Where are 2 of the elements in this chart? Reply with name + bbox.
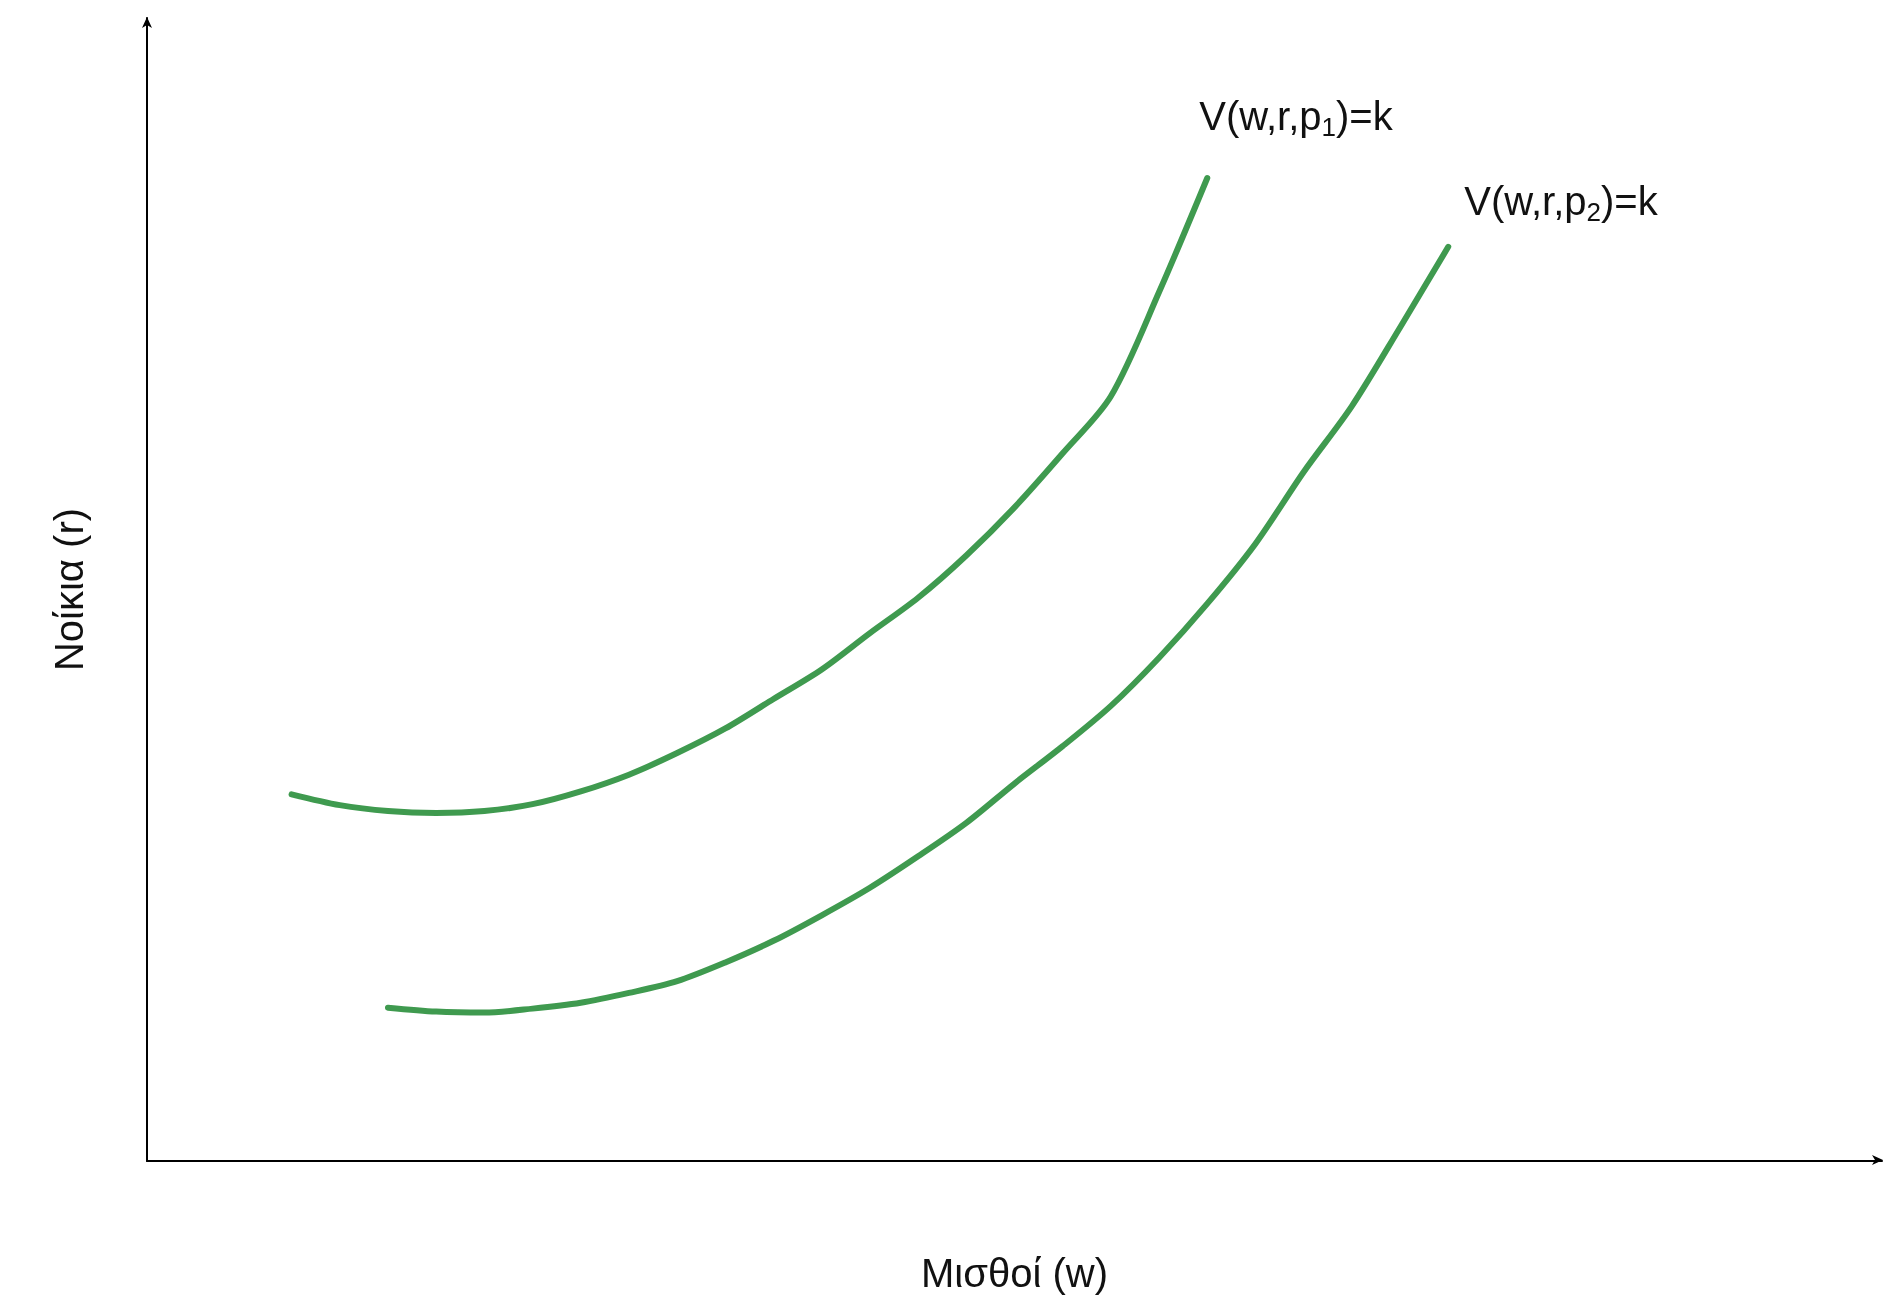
- y-axis-title: Νοίκια (r): [47, 507, 91, 672]
- x-axis-title: Μισθοί (w): [921, 1251, 1108, 1295]
